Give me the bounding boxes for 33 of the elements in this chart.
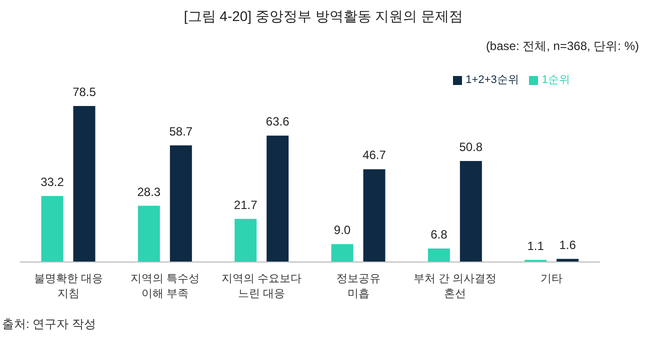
source-note: 출처: 연구자 작성 [2,316,96,333]
data-label: 58.7 [169,124,193,138]
x-tick-label: 기타 [540,273,563,285]
data-label: 1.6 [559,238,576,252]
data-label: 78.5 [72,85,96,99]
data-label: 50.8 [459,140,483,154]
data-label: 9.0 [334,223,351,238]
data-label: 46.7 [362,148,386,162]
bar [41,196,64,262]
bar [234,218,257,262]
data-label: 1.1 [527,238,544,253]
data-label: 21.7 [234,198,258,212]
bar [170,145,192,262]
bar [266,136,289,262]
data-label: 28.3 [137,184,161,199]
data-label: 6.8 [430,227,448,242]
legend-label: 1+2+3순위 [466,74,519,86]
bar [460,161,482,262]
x-tick-label: 지역의 수요보다 느린 대응 [222,273,302,300]
bar [331,244,354,262]
bar [138,206,160,262]
data-label: 33.2 [40,175,64,190]
x-tick-label: 불명확한 대응 지침 [34,273,103,300]
x-tick-label: 정보공유 미흡 [336,273,380,300]
x-tick-label: 지역의 특수성 이해 부족 [130,273,200,300]
bar [428,248,450,262]
chart-subtitle: (base: 전체, n=368, 단위: %) [486,38,639,55]
bar [363,169,386,262]
legend-label: 1순위 [542,74,570,86]
bar [73,106,96,262]
data-label: 63.6 [266,114,290,129]
x-tick-label: 부처 간 의사결정 혼선 [413,273,497,300]
chart-title: [그림 4-20] 중앙정부 방역활동 지원의 문제점 [182,8,464,26]
